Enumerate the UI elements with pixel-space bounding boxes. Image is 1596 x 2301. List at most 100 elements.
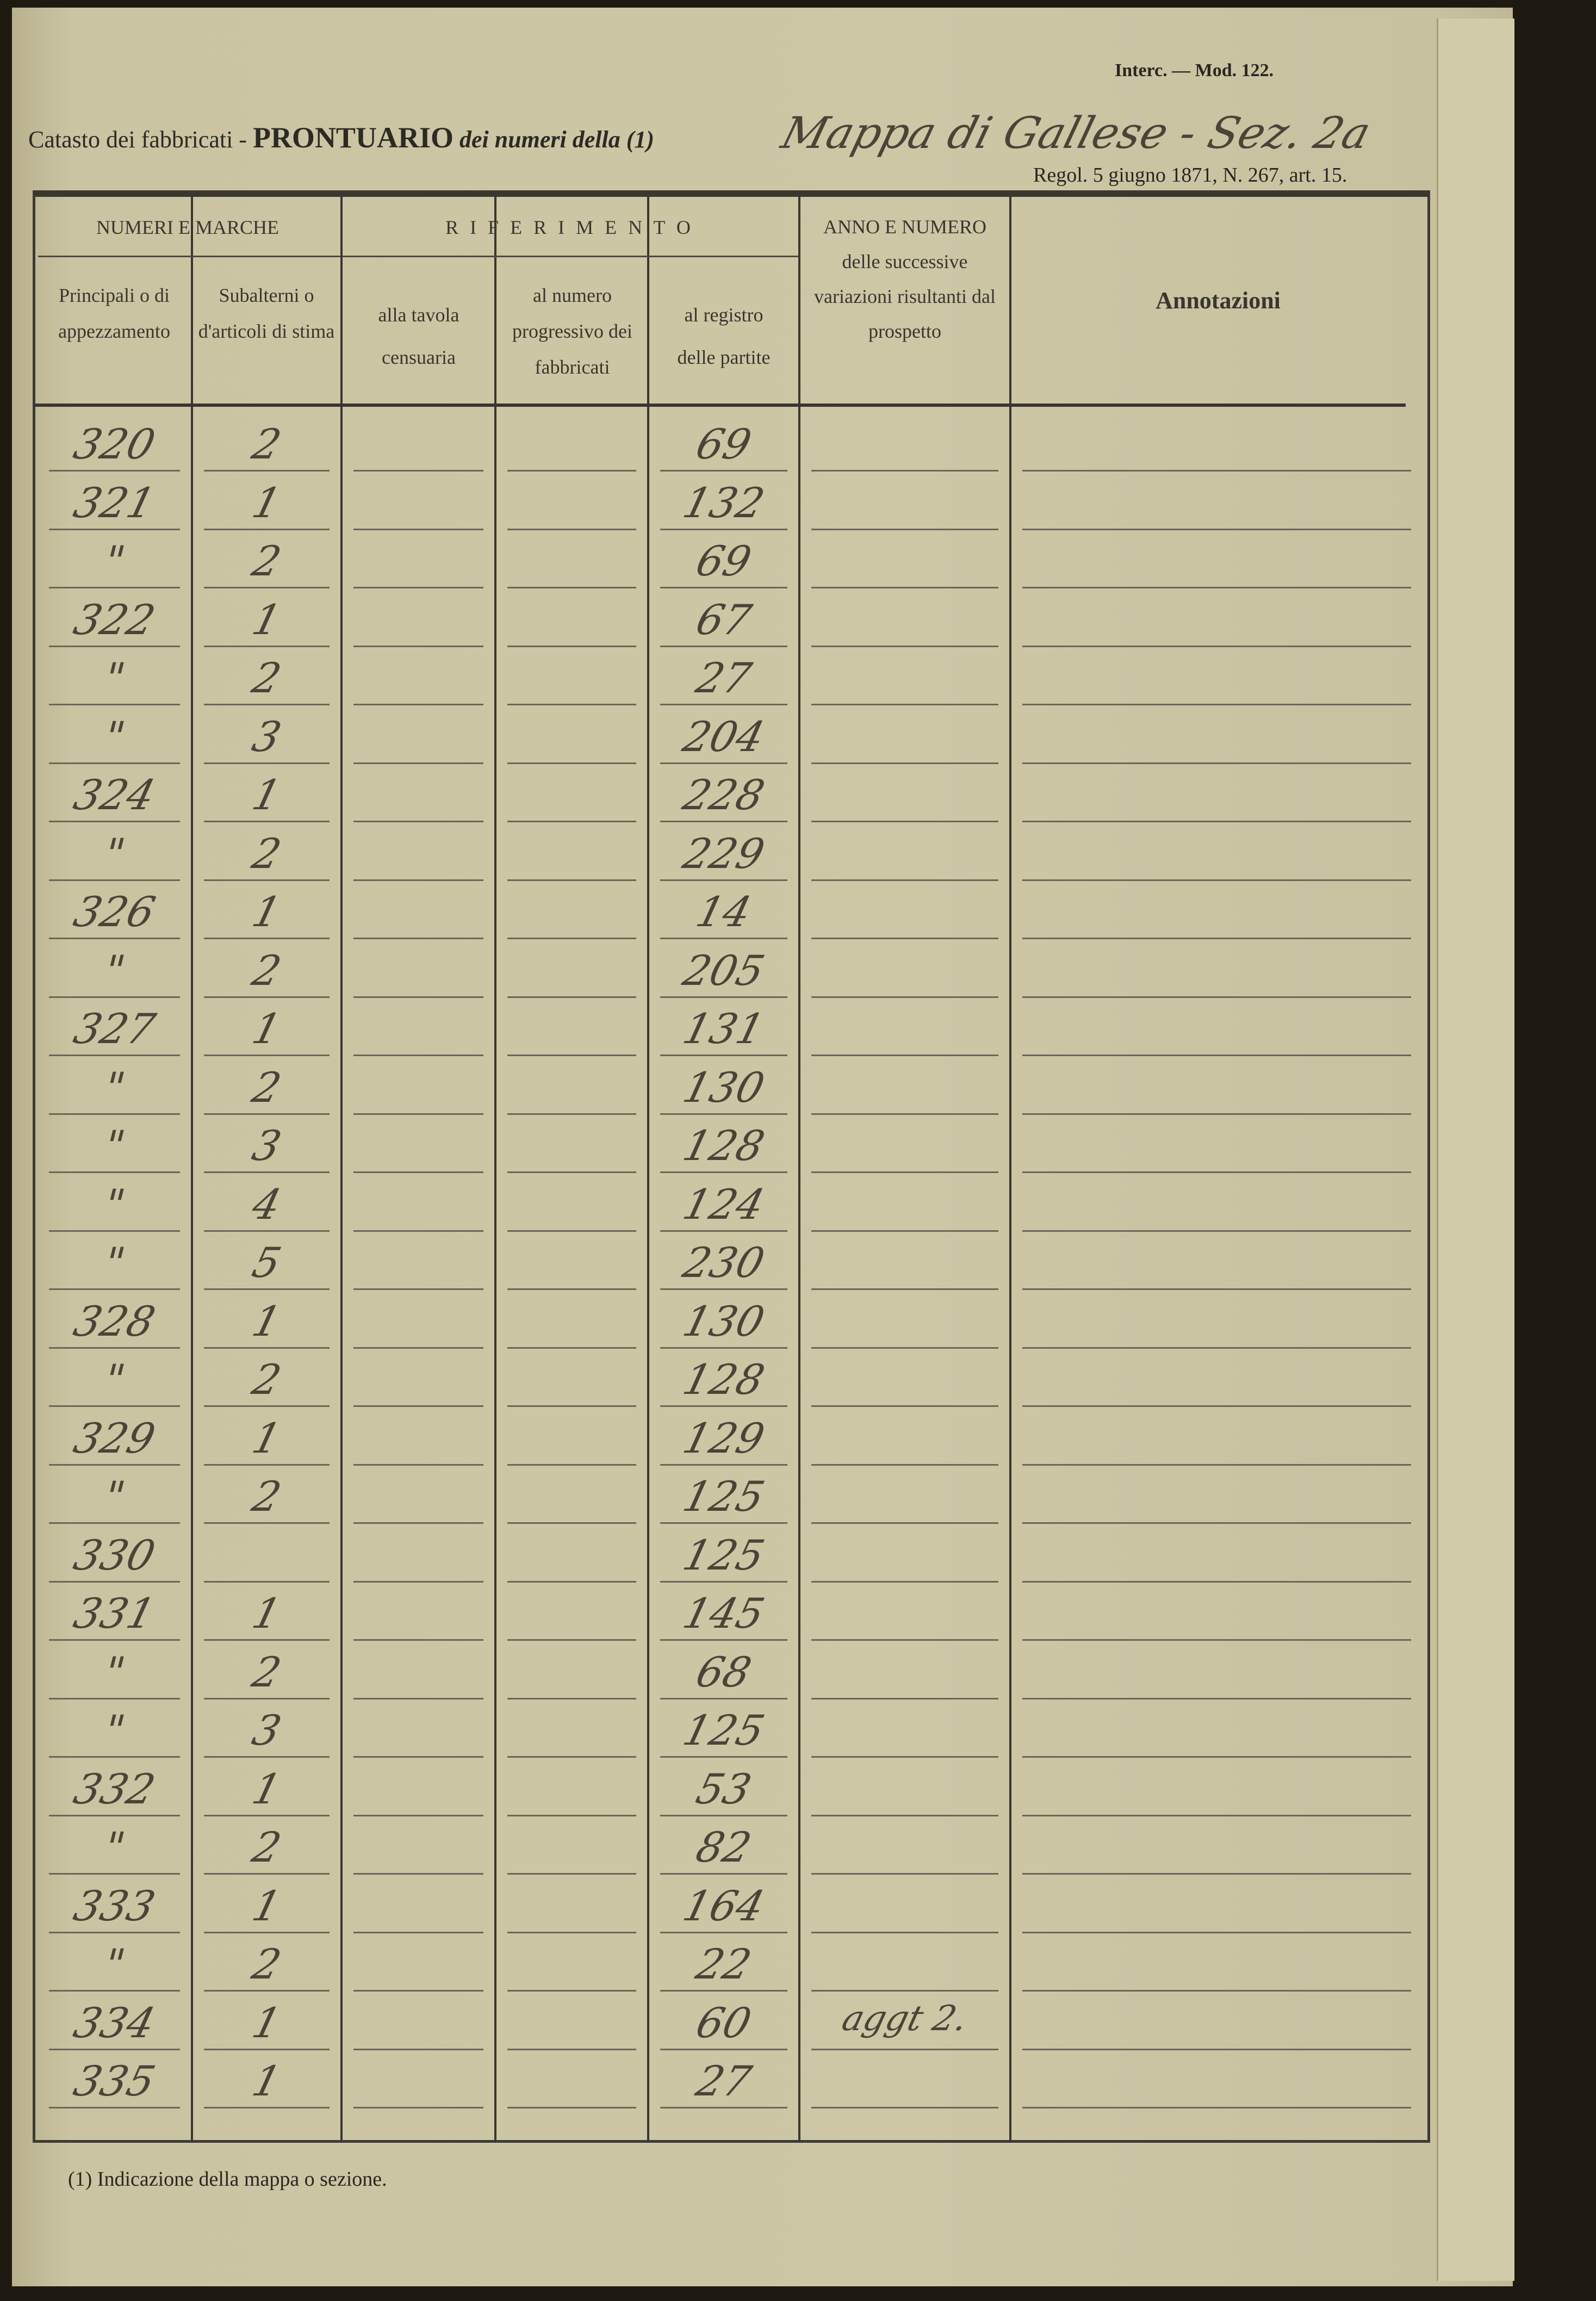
row-rule	[660, 1405, 787, 1407]
partita-cell: 125	[678, 1530, 769, 1579]
subalterno-cell: 1	[247, 1589, 286, 1638]
row-rule	[811, 1873, 998, 1875]
row-rule	[507, 879, 636, 881]
header-principali: Principali o di appezzamento	[58, 284, 170, 342]
principale-cell: "	[98, 1238, 131, 1287]
row-rule	[353, 762, 483, 764]
principale-cell: 329	[69, 1413, 160, 1462]
row-rule	[507, 1347, 636, 1349]
row-rule	[204, 938, 330, 939]
subalterno-cell: 1	[247, 1413, 286, 1462]
row-rule	[353, 996, 483, 998]
principale-cell: "	[98, 537, 131, 585]
row-rule	[1022, 2107, 1411, 2108]
row-rule	[660, 1522, 787, 1524]
row-rule	[1022, 996, 1411, 998]
footnote: (1) Indicazione della mappa o sezione.	[68, 2168, 387, 2191]
row-rule	[1022, 1639, 1411, 1641]
row-rule	[353, 1580, 483, 1583]
partita-cell: 130	[678, 1297, 769, 1345]
row-rule	[507, 1405, 636, 1407]
row-rule	[353, 1522, 483, 1524]
row-rule	[49, 1990, 180, 1992]
row-rule	[49, 1756, 180, 1758]
row-rule	[507, 1990, 636, 1992]
principale-cell: 328	[69, 1297, 160, 1345]
row-rule	[353, 704, 483, 705]
header-registro: al registro delle partite	[677, 304, 771, 368]
row-rule	[507, 821, 636, 822]
register-page	[12, 8, 1514, 2286]
row-rule	[660, 1697, 787, 1700]
row-rule	[204, 1463, 330, 1466]
row-rule	[353, 1756, 483, 1758]
row-rule	[353, 2048, 483, 2050]
row-rule	[204, 1756, 330, 1758]
row-rule	[507, 996, 636, 998]
row-rule	[660, 587, 787, 588]
row-rule	[1022, 587, 1411, 588]
row-rule	[49, 645, 180, 647]
subalterno-cell: 1	[247, 888, 286, 936]
row-rule	[660, 1113, 787, 1115]
principale-cell: "	[98, 1940, 131, 1988]
header-numero: al numero progressivo dei fabbricati	[512, 284, 632, 378]
row-rule	[660, 1931, 787, 1933]
row-rule	[353, 645, 483, 647]
row-rule	[1022, 879, 1411, 881]
header-bottom-rule	[35, 404, 1406, 407]
partita-cell: 124	[678, 1180, 769, 1229]
partita-cell: 129	[678, 1413, 769, 1462]
row-rule	[353, 1405, 483, 1407]
row-rule	[204, 1990, 330, 1992]
principale-cell: "	[98, 712, 131, 761]
row-rule	[660, 1814, 787, 1816]
header-subalterni: Subalterni o d'articoli di stima	[198, 284, 335, 342]
row-rule	[353, 821, 483, 822]
row-rule	[204, 1171, 330, 1173]
partita-cell: 229	[678, 829, 769, 878]
row-rule	[660, 645, 787, 647]
row-rule	[353, 1990, 483, 1992]
row-rule	[1022, 1347, 1411, 1349]
column-divider	[647, 196, 649, 2143]
principale-cell: "	[98, 829, 131, 878]
row-rule	[660, 762, 787, 764]
subalterno-cell: 1	[247, 478, 286, 527]
row-rule	[1022, 1931, 1411, 1933]
row-rule	[49, 704, 180, 705]
partita-cell: 60	[691, 1998, 756, 2047]
row-rule	[811, 1580, 998, 1583]
row-rule	[49, 821, 180, 822]
header-divider	[343, 256, 798, 257]
row-rule	[660, 1580, 787, 1583]
row-rule	[507, 1055, 636, 1056]
principale-cell: "	[98, 1823, 131, 1871]
partita-cell: 205	[678, 946, 769, 995]
row-rule	[204, 1931, 330, 1933]
row-rule	[49, 1873, 180, 1875]
row-rule	[660, 996, 787, 998]
row-rule	[811, 645, 998, 647]
row-rule	[507, 938, 636, 939]
header-annotazioni: Annotazioni	[1156, 287, 1281, 314]
row-rule	[660, 879, 787, 881]
row-rule	[660, 1171, 787, 1173]
row-rule	[811, 1288, 998, 1290]
row-rule	[660, 1055, 787, 1056]
principale-cell: "	[98, 1355, 131, 1404]
partita-cell: 125	[678, 1706, 769, 1754]
principale-cell: "	[98, 1706, 131, 1754]
row-rule	[204, 528, 330, 530]
row-rule	[507, 1113, 636, 1115]
row-rule	[1022, 1873, 1411, 1875]
row-rule	[49, 1580, 180, 1583]
row-rule	[811, 1756, 998, 1758]
row-rule	[1022, 821, 1411, 822]
principale-cell: "	[98, 1472, 131, 1521]
row-rule	[204, 1522, 330, 1524]
row-rule	[1022, 1463, 1411, 1466]
subalterno-cell: 2	[247, 537, 286, 585]
partita-cell: 67	[691, 595, 756, 644]
row-rule	[507, 1463, 636, 1466]
